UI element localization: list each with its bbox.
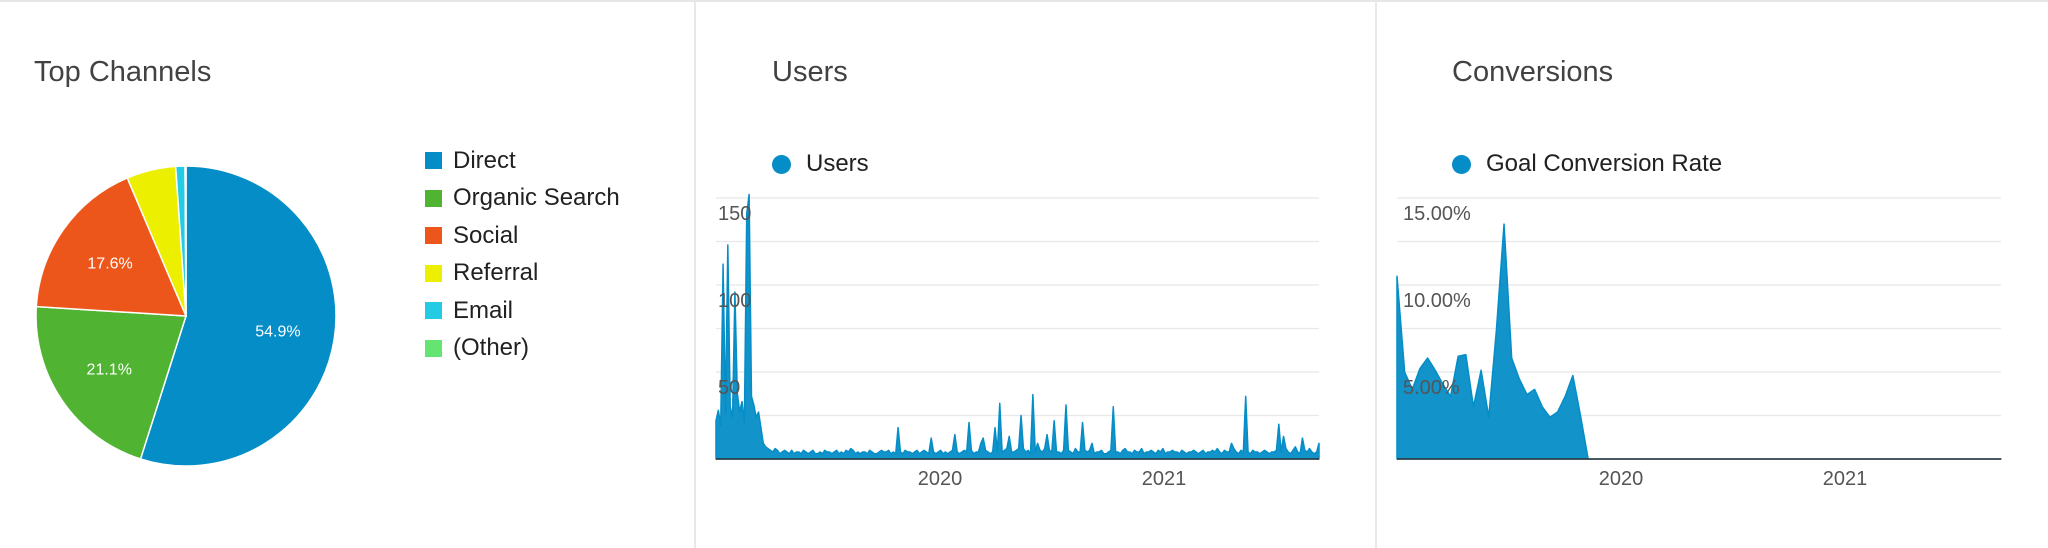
pie-chart: 54.9% 21.1% 17.6% [35, 165, 337, 467]
pie-slice-other[interactable] [184, 165, 187, 317]
users-panel: Users Users 150 100 50 2020 2021 [696, 0, 1376, 548]
users-line-chart: 150 100 50 2020 2021 [715, 193, 1320, 490]
legend-label: Goal Conversion Rate [1486, 150, 1723, 177]
pie-slice-social[interactable] [35, 176, 188, 317]
conversions-panel: Conversions Goal Conversion Rate 15.00% 1… [1377, 0, 2048, 548]
legend-item[interactable]: (Other) [425, 330, 620, 368]
y-tick-label: 100 [718, 290, 751, 312]
legend-item[interactable]: Direct [425, 142, 620, 180]
pie-slice-label: 21.1% [87, 362, 132, 379]
legend-label: Referral [453, 259, 539, 287]
pie-legend: Direct Organic Search Social Referral Email (… [425, 142, 620, 367]
legend-swatch [425, 227, 442, 245]
series-legend[interactable]: Goal Conversion Rate [1452, 150, 1722, 178]
series-legend[interactable]: Users [772, 150, 869, 178]
panel-divider [1375, 0, 1377, 548]
legend-label: Social [453, 221, 519, 249]
x-tick-label: 2021 [1823, 468, 1868, 490]
legend-label: Direct [453, 146, 516, 174]
pie-slice-label: 54.9% [255, 323, 300, 340]
legend-item[interactable]: Social [425, 217, 620, 255]
pie-slice-organic-search[interactable] [35, 305, 188, 460]
legend-item[interactable]: Referral [425, 255, 620, 293]
x-tick-label: 2020 [1599, 468, 1644, 490]
legend-swatch [425, 152, 442, 170]
x-tick-label: 2021 [1142, 468, 1187, 490]
pie-slice-label: 17.6% [87, 255, 132, 272]
series-area-goal-conversion-rate[interactable] [1396, 223, 2002, 460]
legend-label: Organic Search [453, 184, 620, 212]
y-tick-label: 5.00% [1403, 377, 1460, 399]
panel-title: Conversions [1452, 56, 1614, 88]
legend-swatch [425, 302, 442, 320]
y-tick-label: 10.00% [1403, 290, 1471, 312]
legend-dot-icon [1452, 154, 1471, 174]
y-tick-label: 15.00% [1403, 203, 1471, 225]
legend-swatch [425, 339, 442, 357]
panel-divider [694, 0, 696, 548]
legend-swatch [425, 189, 442, 207]
top-border [0, 0, 2048, 2]
legend-item[interactable]: Email [425, 292, 620, 330]
y-tick-label: 50 [718, 377, 740, 399]
panel-title: Users [772, 56, 848, 88]
legend-dot-icon [772, 154, 791, 174]
x-tick-label: 2020 [918, 468, 963, 490]
panel-title: Top Channels [34, 56, 212, 88]
series-area-users[interactable] [715, 193, 1320, 460]
legend-item[interactable]: Organic Search [425, 180, 620, 218]
conversions-line-chart: 15.00% 10.00% 5.00% 2020 2021 [1396, 197, 2002, 490]
pie-slice-direct[interactable] [139, 165, 337, 467]
legend-label: Users [806, 150, 869, 177]
legend-label: Email [453, 296, 514, 324]
legend-label: (Other) [453, 334, 530, 362]
legend-swatch [425, 264, 442, 282]
top-channels-panel: Top Channels 54.9% 21.1% 17.6% Direct Organ… [0, 0, 695, 548]
y-tick-label: 150 [718, 203, 751, 225]
